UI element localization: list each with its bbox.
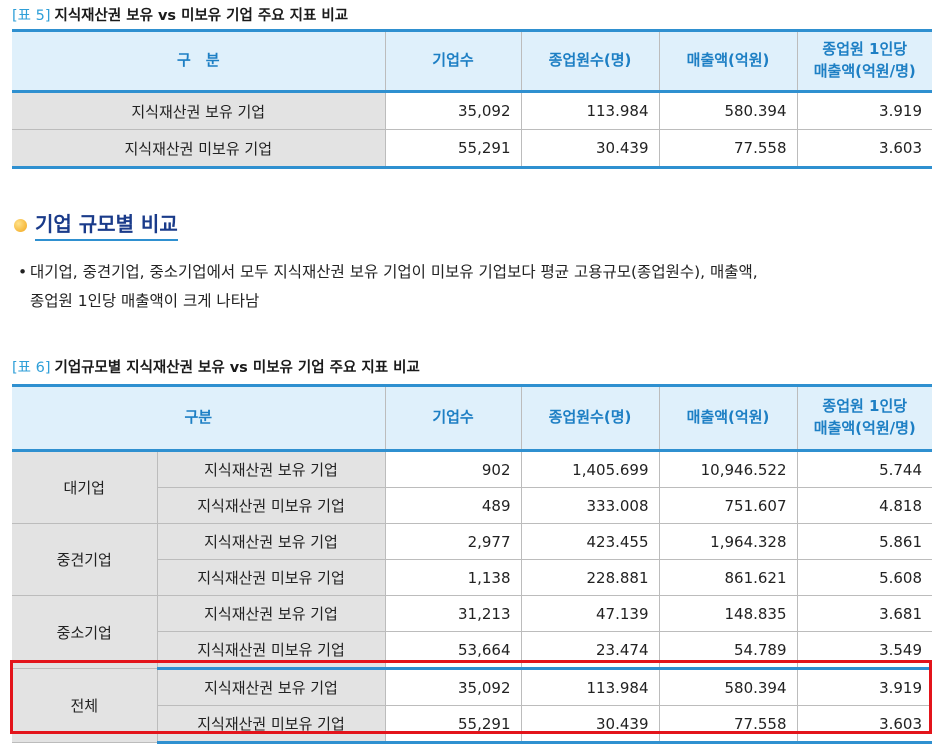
circle-bullet-icon <box>14 219 27 232</box>
cell-employees: 113.984 <box>520 91 659 130</box>
row-label: 지식재산권 보유 기업 <box>156 450 386 488</box>
cell-employees: 30.439 <box>520 705 660 744</box>
table6-title: 기업규모별 지식재산권 보유 vs 미보유 기업 주요 지표 비교 <box>54 360 420 376</box>
bullet-icon: • <box>18 263 28 281</box>
table5-caption: [표 5] 지식재산권 보유 vs 미보유 기업 주요 지표 비교 <box>12 4 348 25</box>
cell-per-employee: 4.818 <box>796 487 933 524</box>
table5-tag: [표 5] <box>12 8 51 24</box>
cell-per-employee: 3.603 <box>796 129 932 169</box>
cell-sales: 54.789 <box>658 631 798 670</box>
table6-header-per-employee-line2: 매출액(억원/명) <box>813 419 916 437</box>
cell-sales: 751.607 <box>658 487 798 524</box>
table5-header-sales: 매출액(억원) <box>658 29 797 93</box>
cell-per-employee: 5.861 <box>796 523 933 560</box>
table5-header-per-employee-line2: 매출액(억원/명) <box>813 62 916 80</box>
cell-per-employee: 3.603 <box>796 705 933 744</box>
row-label: 지식재산권 미보유 기업 <box>156 487 386 524</box>
table-row: 지식재산권 미보유 기업 489 333.008 751.607 4.818 <box>12 487 933 524</box>
group-label-midsize: 중견기업 <box>12 523 157 596</box>
table6-tag: [표 6] <box>12 360 51 376</box>
table-row: 중견기업 지식재산권 보유 기업 2,977 423.455 1,964.328… <box>12 523 933 596</box>
section-body: • 대기업, 중견기업, 중소기업에서 모두 지식재산권 보유 기업이 미보유 … <box>18 258 935 316</box>
group-label-small: 중소기업 <box>12 595 157 669</box>
group-label-total: 전체 <box>12 668 157 743</box>
table5-header-category: 구 분 <box>12 29 385 93</box>
row-label: 지식재산권 보유 기업 <box>12 91 385 130</box>
cell-employees: 30.439 <box>520 129 659 169</box>
cell-per-employee: 3.681 <box>796 595 933 632</box>
cell-sales: 77.558 <box>658 705 798 744</box>
cell-employees: 228.881 <box>520 559 660 596</box>
row-label: 지식재산권 미보유 기업 <box>156 631 386 670</box>
table6-header-firms: 기업수 <box>384 384 522 452</box>
table-row: 지식재산권 미보유 기업 1,138 228.881 861.621 5.608 <box>12 559 933 596</box>
section-title: 기업 규모별 비교 <box>35 208 178 241</box>
cell-firms: 1,138 <box>384 559 522 596</box>
table-row: 지식재산권 미보유 기업 55,291 30.439 77.558 3.603 <box>12 705 933 744</box>
row-label: 지식재산권 보유 기업 <box>156 595 386 632</box>
cell-employees: 47.139 <box>520 595 660 632</box>
table5-header-per-employee-line1: 종업원 1인당 <box>822 40 908 59</box>
row-label: 지식재산권 보유 기업 <box>156 668 386 706</box>
cell-employees: 113.984 <box>520 668 660 706</box>
row-label: 지식재산권 미보유 기업 <box>156 559 386 596</box>
cell-per-employee: 5.608 <box>796 559 933 596</box>
row-label: 지식재산권 보유 기업 <box>156 523 386 560</box>
cell-firms: 35,092 <box>384 668 522 706</box>
table6-header-category: 구분 <box>12 384 386 452</box>
table6-header-row: 구분 기업수 종업원수(명) 매출액(억원) 종업원 1인당 매출액(억원/명) <box>12 384 933 452</box>
section-heading: 기업 규모별 비교 <box>14 208 178 241</box>
table6-header-sales: 매출액(억원) <box>658 384 798 452</box>
group-label-large: 대기업 <box>12 450 157 524</box>
cell-firms: 55,291 <box>384 129 521 169</box>
table5-header-firms: 기업수 <box>384 29 521 93</box>
cell-sales: 861.621 <box>658 559 798 596</box>
table5-header-per-employee: 종업원 1인당 매출액(억원/명) <box>796 29 932 93</box>
cell-per-employee: 5.744 <box>796 450 933 488</box>
table6-header-per-employee-line1: 종업원 1인당 <box>822 397 908 416</box>
body-line-2: 종업원 1인당 매출액이 크게 나타남 <box>30 292 260 310</box>
cell-per-employee: 3.919 <box>796 668 933 706</box>
table6-caption: [표 6] 기업규모별 지식재산권 보유 vs 미보유 기업 주요 지표 비교 <box>12 356 420 377</box>
cell-sales: 148.835 <box>658 595 798 632</box>
cell-employees: 1,405.699 <box>520 450 660 488</box>
table6: 구분 기업수 종업원수(명) 매출액(억원) 종업원 1인당 매출액(억원/명)… <box>12 384 933 744</box>
body-line-1: 대기업, 중견기업, 중소기업에서 모두 지식재산권 보유 기업이 미보유 기업… <box>30 263 758 281</box>
table6-header-per-employee: 종업원 1인당 매출액(억원/명) <box>796 384 933 452</box>
cell-firms: 489 <box>384 487 522 524</box>
row-label: 지식재산권 미보유 기업 <box>12 129 385 169</box>
cell-employees: 23.474 <box>520 631 660 670</box>
cell-firms: 2,977 <box>384 523 522 560</box>
table-row: 전체 지식재산권 보유 기업 35,092 113.984 580.394 3.… <box>12 668 933 743</box>
cell-firms: 55,291 <box>384 705 522 744</box>
cell-firms: 35,092 <box>384 91 521 130</box>
table6-header-employees: 종업원수(명) <box>520 384 660 452</box>
cell-sales: 580.394 <box>658 668 798 706</box>
cell-firms: 53,664 <box>384 631 522 670</box>
cell-sales: 580.394 <box>658 91 797 130</box>
cell-firms: 902 <box>384 450 522 488</box>
table5-header-employees: 종업원수(명) <box>520 29 659 93</box>
row-label: 지식재산권 미보유 기업 <box>156 705 386 744</box>
table5-header-row: 구 분 기업수 종업원수(명) 매출액(억원) 종업원 1인당 매출액(억원/명… <box>12 29 932 93</box>
cell-firms: 31,213 <box>384 595 522 632</box>
cell-sales: 10,946.522 <box>658 450 798 488</box>
cell-employees: 423.455 <box>520 523 660 560</box>
cell-per-employee: 3.549 <box>796 631 933 670</box>
table5: 구 분 기업수 종업원수(명) 매출액(억원) 종업원 1인당 매출액(억원/명… <box>12 29 932 169</box>
cell-sales: 1,964.328 <box>658 523 798 560</box>
table-row: 지식재산권 미보유 기업 55,291 30.439 77.558 3.603 <box>12 129 932 169</box>
table-row: 중소기업 지식재산권 보유 기업 31,213 47.139 148.835 3… <box>12 595 933 669</box>
cell-sales: 77.558 <box>658 129 797 169</box>
table5-title: 지식재산권 보유 vs 미보유 기업 주요 지표 비교 <box>54 8 349 24</box>
cell-employees: 333.008 <box>520 487 660 524</box>
table-row: 지식재산권 보유 기업 35,092 113.984 580.394 3.919 <box>12 91 932 130</box>
cell-per-employee: 3.919 <box>796 91 932 130</box>
table-row: 대기업 지식재산권 보유 기업 902 1,405.699 10,946.522… <box>12 450 933 524</box>
